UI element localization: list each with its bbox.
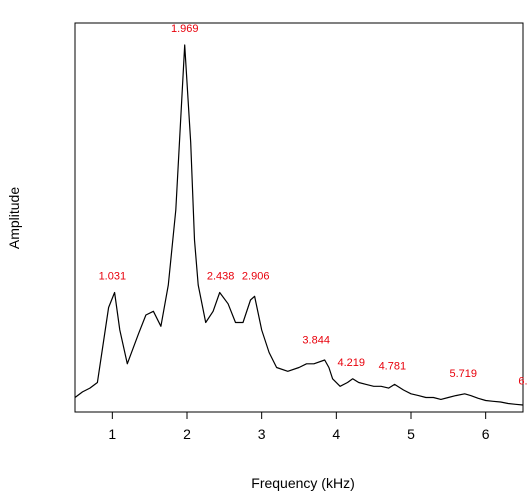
y-axis-title: Amplitude: [6, 187, 22, 249]
x-tick-label: 3: [258, 426, 266, 442]
x-tick-label: 2: [183, 426, 191, 442]
peak-label: 2.438: [207, 271, 235, 283]
peak-label: 4.219: [338, 357, 366, 369]
peak-label: 1.031: [99, 271, 127, 283]
peak-label: 6.: [518, 376, 527, 388]
peak-label: 4.781: [379, 361, 407, 373]
x-axis-title: Frequency (kHz): [251, 475, 354, 491]
x-tick-label: 4: [332, 426, 340, 442]
plot-frame: [74, 22, 524, 413]
series-layer: [74, 44, 524, 406]
peak-label: 5.719: [450, 368, 478, 380]
peak-label: 2.906: [242, 271, 270, 283]
peak-labels: 1.031 1.969 2.438 2.906 3.844 4.219 4.781 5.719…: [99, 23, 528, 388]
x-tick-label: 6: [482, 426, 490, 442]
x-tick-label: 1: [108, 426, 116, 442]
x-tick-label: 5: [407, 426, 415, 442]
peak-label: 1.969: [171, 23, 199, 35]
spectrum-line: [74, 44, 524, 406]
peak-label: 3.844: [302, 334, 330, 346]
x-axis: 1 2 3 4 5 6: [108, 412, 490, 442]
